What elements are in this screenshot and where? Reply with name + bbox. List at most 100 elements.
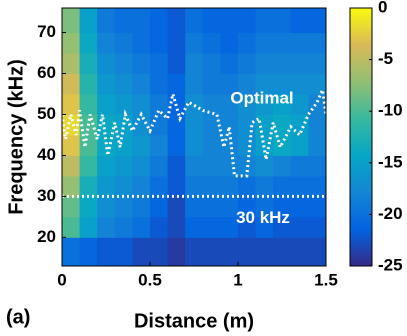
optimal-line bbox=[62, 84, 326, 178]
heatmap-cell bbox=[167, 196, 186, 218]
x-axis-label: Distance (m) bbox=[134, 310, 254, 332]
heatmap-cell bbox=[132, 196, 151, 218]
heatmap-cell bbox=[114, 8, 133, 34]
heatmap-cell bbox=[255, 216, 274, 238]
heatmap-cell bbox=[167, 32, 186, 54]
heatmap-cell bbox=[273, 175, 292, 197]
heatmap-cell bbox=[238, 134, 257, 156]
heatmap-cell bbox=[79, 175, 98, 197]
heatmap-cell bbox=[255, 94, 274, 115]
heatmap-cell bbox=[132, 216, 151, 238]
colorbar-tick-label: -20 bbox=[378, 204, 403, 223]
heatmap-cell bbox=[220, 114, 239, 136]
heatmap-cell bbox=[202, 73, 221, 95]
heatmap-cell bbox=[62, 155, 81, 177]
heatmap-cell bbox=[202, 32, 221, 54]
colorbar-tick-label: -10 bbox=[378, 101, 403, 120]
heatmap-cell bbox=[150, 8, 169, 34]
heatmap-cell bbox=[97, 134, 116, 156]
heatmap-cell bbox=[185, 73, 204, 95]
heatmap-cell bbox=[255, 32, 274, 54]
heatmap-cell bbox=[114, 196, 133, 218]
heatmap-cell bbox=[132, 53, 151, 75]
heatmap-cell bbox=[290, 175, 309, 197]
heatmap-cell bbox=[97, 216, 116, 238]
heatmap-cell bbox=[150, 94, 169, 115]
y-tick-label: 40 bbox=[37, 145, 56, 164]
heatmap-cell bbox=[220, 196, 239, 218]
heatmap-cell bbox=[79, 155, 98, 177]
heatmap-cell bbox=[97, 73, 116, 95]
heatmap-cell bbox=[238, 53, 257, 75]
y-tick-label: 60 bbox=[37, 63, 56, 82]
heatmap-cell bbox=[114, 237, 133, 266]
heatmap-cell bbox=[202, 8, 221, 34]
heatmap-cell bbox=[290, 8, 309, 34]
heatmap-cell bbox=[132, 175, 151, 197]
heatmap-cell bbox=[273, 94, 292, 115]
heatmap-cell bbox=[255, 237, 274, 266]
heatmap-cell bbox=[238, 32, 257, 54]
heatmap-cell bbox=[114, 134, 133, 156]
heatmap-cell bbox=[202, 196, 221, 218]
colorbar-tick-label: -25 bbox=[378, 255, 403, 274]
heatmap-cell bbox=[150, 134, 169, 156]
heatmap-cell bbox=[114, 73, 133, 95]
heatmap bbox=[62, 8, 326, 266]
heatmap-cell bbox=[150, 155, 169, 177]
heatmap-cell bbox=[238, 216, 257, 238]
heatmap-cell bbox=[167, 8, 186, 34]
heatmap-cell bbox=[62, 73, 81, 95]
plot-frame bbox=[61, 7, 327, 267]
heatmap-cell bbox=[290, 155, 309, 177]
heatmap-cell bbox=[220, 53, 239, 75]
heatmap-cell bbox=[167, 237, 186, 266]
panel-label: (a) bbox=[6, 306, 30, 328]
heatmap-cell bbox=[238, 196, 257, 218]
heatmap-cell bbox=[185, 134, 204, 156]
heatmap-cell bbox=[273, 155, 292, 177]
heatmap-cell bbox=[185, 32, 204, 54]
heatmap-cell bbox=[273, 32, 292, 54]
heatmap-cell bbox=[308, 114, 326, 136]
heatmap-cell bbox=[255, 175, 274, 197]
heatmap-cell bbox=[220, 73, 239, 95]
heatmap-cell bbox=[132, 155, 151, 177]
heatmap-cell bbox=[290, 216, 309, 238]
heatmap-cell bbox=[202, 134, 221, 156]
y-tick-label: 30 bbox=[37, 186, 56, 205]
heatmap-cell bbox=[308, 216, 326, 238]
heatmap-cell bbox=[273, 196, 292, 218]
heatmap-cell bbox=[202, 175, 221, 197]
heatmap-cell bbox=[308, 73, 326, 95]
heatmap-cell bbox=[290, 94, 309, 115]
heatmap-cell bbox=[114, 94, 133, 115]
heatmap-cell bbox=[97, 155, 116, 177]
heatmap-cell bbox=[97, 8, 116, 34]
heatmap-cell bbox=[79, 134, 98, 156]
heatmap-cell bbox=[114, 32, 133, 54]
heatmap-cell bbox=[185, 175, 204, 197]
heatmap-cell bbox=[255, 8, 274, 34]
heatmap-cell bbox=[167, 216, 186, 238]
heatmap-cell bbox=[132, 8, 151, 34]
heatmap-cell bbox=[255, 73, 274, 95]
heatmap-cell bbox=[167, 114, 186, 136]
heatmap-cell bbox=[308, 53, 326, 75]
heatmap-cell bbox=[167, 53, 186, 75]
heatmap-cell bbox=[150, 196, 169, 218]
x-tick-label: 1 bbox=[233, 270, 242, 289]
y-axis-label: Frequency (kHz) bbox=[5, 59, 27, 215]
heatmap-cell bbox=[132, 32, 151, 54]
heatmap-cell bbox=[185, 237, 204, 266]
heatmap-cell bbox=[62, 216, 81, 238]
heatmap-cell bbox=[255, 53, 274, 75]
heatmap-cell bbox=[114, 155, 133, 177]
series-label: Optimal bbox=[230, 88, 293, 107]
heatmap-cell bbox=[220, 237, 239, 266]
heatmap-cell bbox=[255, 196, 274, 218]
heatmap-cell bbox=[220, 32, 239, 54]
heatmap-cell bbox=[62, 237, 81, 266]
heatmap-cell bbox=[202, 216, 221, 238]
heatmap-cell bbox=[97, 237, 116, 266]
